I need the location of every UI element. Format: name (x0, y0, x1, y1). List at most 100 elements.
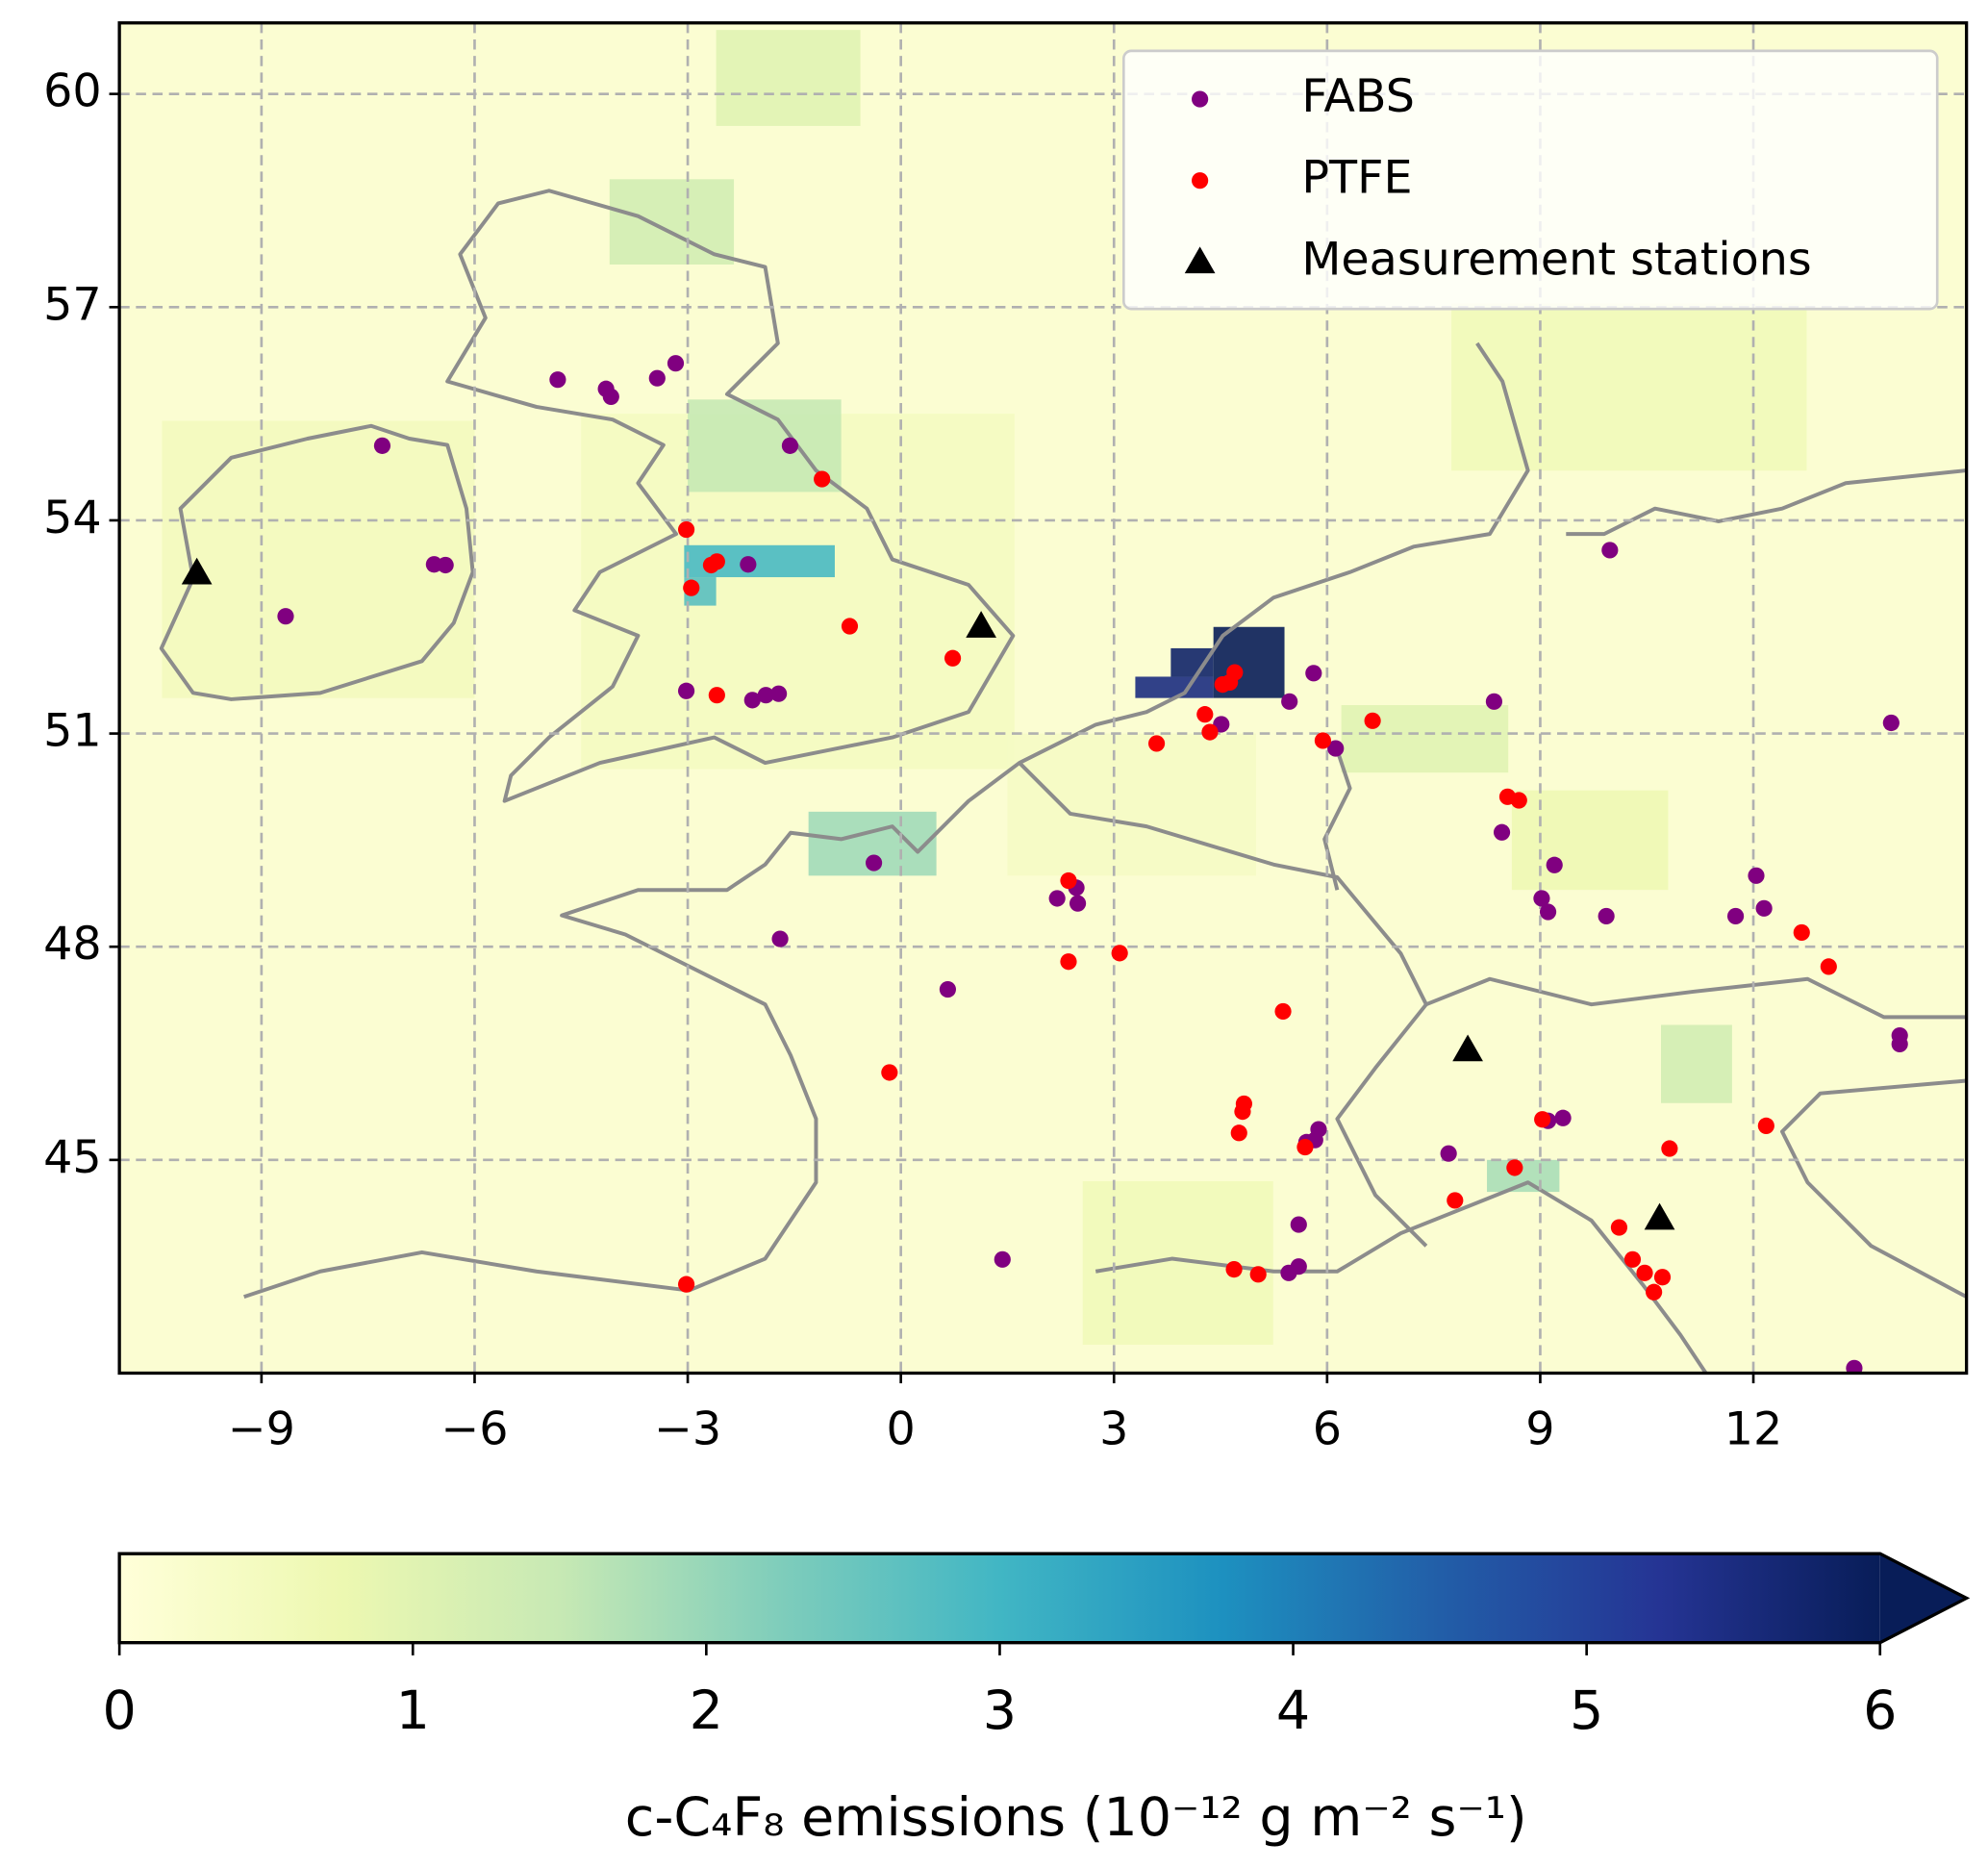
site-marker (770, 685, 788, 702)
legend-label: Measurement stations (1301, 233, 1811, 286)
emission-cell (1082, 1181, 1273, 1345)
site-marker (1493, 823, 1511, 841)
site-marker (1314, 732, 1332, 749)
legend: FABS PTFE Measurement stations (1121, 49, 1939, 311)
station-marker (966, 611, 996, 638)
site-marker (1060, 871, 1077, 890)
colorbar-frame (117, 1552, 1971, 1645)
site-marker (1280, 1264, 1297, 1281)
site-marker (1147, 735, 1166, 752)
site-marker (994, 1250, 1011, 1268)
coastline (243, 341, 1530, 1300)
site-marker (865, 854, 883, 871)
station-marker (181, 557, 213, 585)
site-marker (1601, 542, 1619, 559)
colorbar-tick-label: 0 (102, 1680, 136, 1742)
site-marker (1447, 1192, 1464, 1209)
site-marker (1598, 907, 1615, 925)
points (181, 355, 1908, 1374)
site-marker (1510, 792, 1527, 809)
x-tick-label: −3 (654, 1402, 721, 1455)
legend-label: PTFE (1301, 152, 1412, 205)
site-marker (683, 579, 700, 596)
emission-layer (162, 30, 1807, 1345)
legend-box (1121, 49, 1939, 311)
emission-cell (1451, 303, 1807, 471)
x-tick-label: −9 (228, 1402, 295, 1455)
colorbar-tick-label: 1 (396, 1680, 430, 1742)
border (1322, 749, 1428, 1248)
axes: −9 −6 −3 0 3 6 9 12 45 48 51 54 57 60 (43, 65, 1782, 1456)
station-marker (1452, 1034, 1483, 1062)
site-marker (1610, 1219, 1628, 1236)
colorbar-gradient (119, 1553, 1880, 1643)
site-marker (677, 520, 695, 539)
legend-label: FABS (1301, 70, 1415, 123)
x-tick-label: 12 (1724, 1402, 1783, 1455)
site-marker (708, 687, 725, 704)
site-marker (1485, 693, 1503, 710)
site-marker (1755, 899, 1773, 917)
colorbar-tick-label: 3 (983, 1680, 1017, 1742)
emission-cell (1007, 733, 1256, 876)
colorbar-tick-label: 4 (1276, 1680, 1310, 1742)
site-marker (814, 470, 831, 488)
site-marker (1060, 953, 1077, 971)
site-marker (1726, 907, 1745, 925)
site-marker (373, 437, 391, 454)
site-marker (1274, 1002, 1292, 1021)
y-tick-label: 60 (43, 65, 102, 118)
emission-cell (716, 30, 861, 126)
site-marker (708, 553, 725, 570)
colorbar-tick-label: 6 (1863, 1680, 1897, 1742)
site-marker (1196, 706, 1214, 723)
site-marker (1623, 1250, 1642, 1268)
y-tick-label: 48 (43, 918, 102, 971)
site-marker (1281, 693, 1298, 710)
site-marker (1546, 856, 1563, 873)
site-marker (648, 369, 666, 387)
site-marker (1793, 923, 1810, 942)
site-marker (1069, 895, 1087, 912)
colorbar: 0 1 2 3 4 5 6 c-C₄F₈ emissions (10⁻¹² g m⁻² s⁻¹… (102, 1552, 1971, 1849)
y-tick-label: 57 (43, 278, 102, 331)
site-marker (1891, 1035, 1908, 1053)
site-marker (1192, 172, 1209, 189)
emission-cell (1487, 1159, 1560, 1193)
site-marker (1533, 890, 1550, 907)
site-marker (1661, 1140, 1678, 1157)
site-marker (1111, 945, 1128, 962)
site-marker (1636, 1264, 1653, 1281)
site-marker (1327, 740, 1345, 757)
site-marker (437, 556, 454, 574)
site-marker (1539, 903, 1557, 921)
site-marker (667, 355, 685, 372)
site-marker (1290, 1216, 1307, 1233)
y-tick-label: 51 (43, 705, 102, 758)
site-marker (1882, 714, 1900, 732)
site-marker (1440, 1145, 1457, 1162)
site-marker (1646, 1283, 1663, 1301)
site-marker (1305, 665, 1322, 682)
site-marker (740, 556, 757, 573)
y-tick-label: 54 (43, 492, 102, 544)
site-marker (602, 388, 619, 405)
site-marker (677, 1275, 695, 1293)
emission-cell (1341, 705, 1509, 773)
emission-cell (162, 420, 475, 698)
site-marker (1249, 1266, 1267, 1283)
x-tick-label: 3 (1099, 1402, 1128, 1455)
site-marker (781, 437, 799, 454)
station-marker (1184, 246, 1216, 274)
site-marker (549, 371, 566, 389)
site-marker (1048, 890, 1066, 907)
coastline (159, 423, 475, 701)
site-marker (944, 649, 962, 667)
site-marker (1554, 1109, 1572, 1126)
emission-cell (1661, 1024, 1732, 1103)
site-marker (1757, 1117, 1774, 1134)
site-marker (1748, 867, 1765, 884)
station-marker (1644, 1202, 1675, 1230)
emission-cell (609, 179, 735, 265)
site-marker (1506, 1159, 1523, 1176)
